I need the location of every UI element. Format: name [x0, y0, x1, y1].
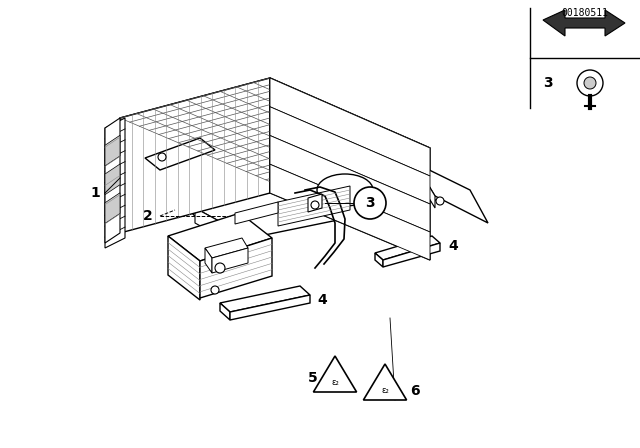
Polygon shape	[120, 78, 430, 188]
Text: 4: 4	[448, 239, 458, 253]
Polygon shape	[168, 236, 200, 300]
Polygon shape	[314, 356, 356, 392]
Polygon shape	[415, 163, 488, 223]
Text: 2: 2	[143, 209, 153, 223]
Circle shape	[577, 70, 603, 96]
Polygon shape	[220, 303, 230, 320]
Polygon shape	[200, 238, 272, 298]
Polygon shape	[278, 186, 350, 226]
Polygon shape	[270, 78, 430, 176]
Text: 3: 3	[365, 196, 375, 210]
Polygon shape	[105, 193, 120, 224]
Polygon shape	[375, 236, 440, 260]
Text: ε₂: ε₂	[331, 378, 339, 387]
Polygon shape	[105, 118, 120, 243]
Circle shape	[215, 263, 225, 273]
Text: 5: 5	[308, 371, 318, 385]
Circle shape	[311, 201, 319, 209]
Text: 1: 1	[90, 186, 100, 200]
Circle shape	[158, 153, 166, 161]
Polygon shape	[105, 164, 120, 195]
Circle shape	[211, 286, 219, 294]
Text: 00180511: 00180511	[561, 8, 609, 18]
Polygon shape	[105, 118, 125, 248]
Circle shape	[354, 187, 386, 219]
Polygon shape	[383, 243, 440, 267]
Text: ε₂: ε₂	[381, 385, 389, 395]
Polygon shape	[212, 248, 248, 273]
Polygon shape	[270, 78, 430, 260]
Polygon shape	[308, 194, 322, 212]
Polygon shape	[415, 163, 435, 208]
Circle shape	[584, 77, 596, 89]
Text: 6: 6	[410, 384, 420, 398]
Polygon shape	[120, 78, 270, 233]
Polygon shape	[375, 253, 383, 267]
Polygon shape	[543, 10, 625, 36]
Polygon shape	[235, 202, 278, 224]
Polygon shape	[220, 286, 310, 312]
Polygon shape	[105, 135, 120, 166]
Polygon shape	[145, 148, 230, 228]
Polygon shape	[195, 208, 250, 253]
Polygon shape	[205, 248, 212, 273]
Polygon shape	[195, 163, 470, 238]
Polygon shape	[270, 107, 430, 204]
Polygon shape	[270, 164, 430, 260]
Polygon shape	[364, 364, 406, 400]
Polygon shape	[168, 213, 272, 261]
Polygon shape	[230, 295, 310, 320]
Ellipse shape	[317, 174, 373, 206]
Circle shape	[436, 197, 444, 205]
Polygon shape	[270, 135, 430, 232]
Text: 4: 4	[317, 293, 327, 307]
Polygon shape	[205, 238, 248, 258]
Text: 3: 3	[543, 76, 553, 90]
Polygon shape	[145, 138, 215, 170]
